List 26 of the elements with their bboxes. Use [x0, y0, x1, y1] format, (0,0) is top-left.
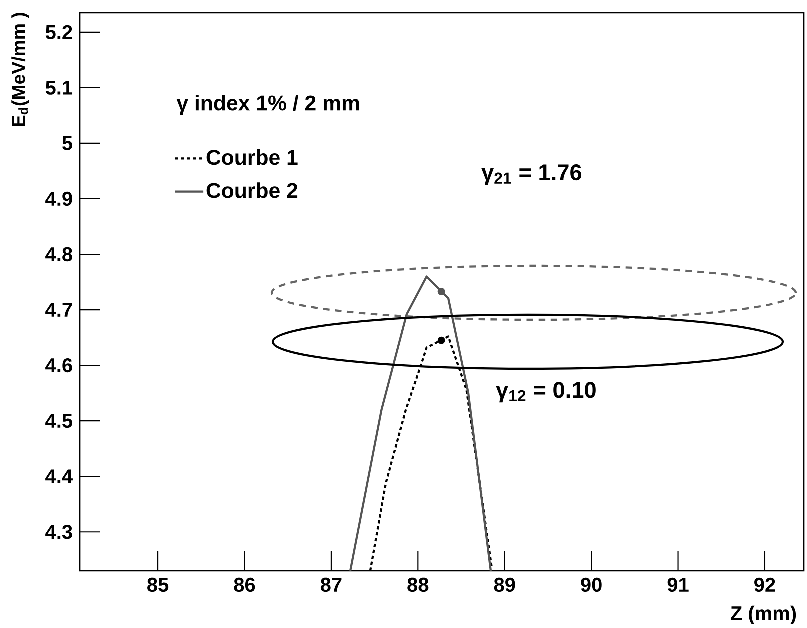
y-tick-label: 4.7 [46, 303, 72, 317]
x-tick-label: 85 [148, 578, 169, 592]
x-tick-label: 88 [408, 578, 429, 592]
x-tick-label: 92 [754, 578, 776, 592]
x-tick-label: 86 [234, 578, 256, 592]
y-tick-label: 4.3 [46, 525, 72, 540]
legend-title: γ index 1% / 2 mm [176, 95, 360, 115]
y-axis-title: E$_{d}$(MeV/mm ) [12, 13, 30, 126]
annotation: γ$_{21}$ = 1.76 [482, 164, 582, 186]
y-tick-label: 5 [62, 136, 73, 150]
y-tick-label: 4.6 [46, 358, 72, 373]
x-axis-title: Z (mm) [730, 606, 796, 625]
line-series [349, 276, 492, 571]
x-tick-label: 91 [668, 578, 689, 592]
y-tick-label: 4.5 [46, 414, 73, 428]
x-tick-label: 87 [320, 578, 342, 592]
legend-label: Courbe 2 [206, 182, 298, 198]
y-tick-label: 4.9 [46, 192, 72, 206]
y-tick-label: 5.2 [46, 25, 72, 40]
annotation: γ$_{12}$ = 0.10 [496, 382, 596, 403]
x-tick-label: 90 [581, 578, 602, 592]
y-tick-label: 4.4 [46, 470, 73, 484]
y-tick-label: 5.1 [46, 80, 73, 95]
legend-label: Courbe 1 [206, 150, 298, 166]
y-tick-label: 4.8 [46, 247, 72, 262]
x-tick-label: 89 [494, 578, 516, 592]
